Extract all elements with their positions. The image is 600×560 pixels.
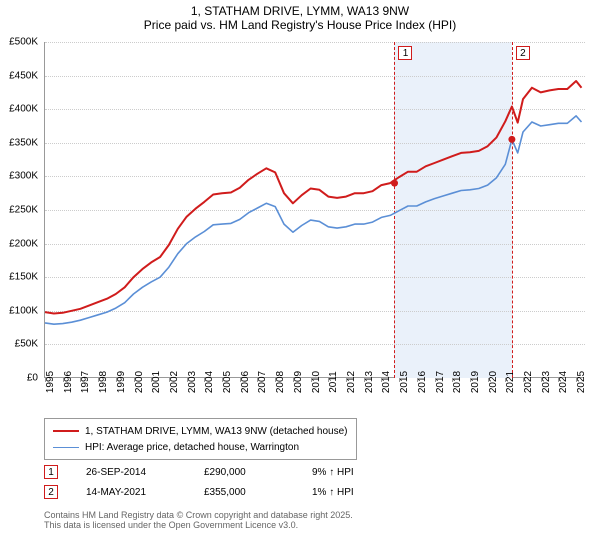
transaction-delta: 9% ↑ HPI	[312, 467, 392, 478]
marker-dot	[391, 180, 398, 187]
y-axis-label: £50K	[0, 339, 38, 350]
footer: Contains HM Land Registry data © Crown c…	[44, 510, 353, 530]
footer-line2: This data is licensed under the Open Gov…	[44, 520, 353, 530]
y-axis-label: £350K	[0, 137, 38, 148]
legend-row: 1, STATHAM DRIVE, LYMM, WA13 9NW (detach…	[53, 423, 348, 439]
y-axis-label: £200K	[0, 238, 38, 249]
y-axis-label: £300K	[0, 171, 38, 182]
legend-label: HPI: Average price, detached house, Warr…	[85, 442, 299, 453]
title-address: 1, STATHAM DRIVE, LYMM, WA13 9NW	[0, 4, 600, 18]
transaction-tag: 1	[44, 465, 58, 479]
marker-dot	[508, 136, 515, 143]
transaction-delta: 1% ↑ HPI	[312, 487, 392, 498]
title-subtitle: Price paid vs. HM Land Registry's House …	[0, 18, 600, 32]
plot-region: £0£50K£100K£150K£200K£250K£300K£350K£400…	[44, 42, 584, 378]
y-axis-label: £250K	[0, 205, 38, 216]
transactions-table: 1 26-SEP-2014 £290,000 9% ↑ HPI 2 14-MAY-2021…	[44, 462, 392, 502]
legend-label: 1, STATHAM DRIVE, LYMM, WA13 9NW (detach…	[85, 426, 348, 437]
transaction-tag: 2	[44, 485, 58, 499]
transaction-row: 2 14-MAY-2021 £355,000 1% ↑ HPI	[44, 482, 392, 502]
legend-swatch	[53, 430, 79, 432]
chart-area: £0£50K£100K£150K£200K£250K£300K£350K£400…	[44, 42, 584, 402]
transaction-date: 14-MAY-2021	[86, 487, 176, 498]
y-axis-label: £100K	[0, 305, 38, 316]
y-axis-label: £450K	[0, 70, 38, 81]
y-axis-label: £0	[0, 373, 38, 384]
transaction-price: £290,000	[204, 467, 284, 478]
y-axis-label: £500K	[0, 37, 38, 48]
series-price_paid	[45, 81, 582, 314]
title-block: 1, STATHAM DRIVE, LYMM, WA13 9NW Price p…	[0, 0, 600, 34]
legend: 1, STATHAM DRIVE, LYMM, WA13 9NW (detach…	[44, 418, 357, 460]
legend-row: HPI: Average price, detached house, Warr…	[53, 439, 348, 455]
series-hpi	[45, 116, 582, 324]
footer-line1: Contains HM Land Registry data © Crown c…	[44, 510, 353, 520]
y-axis-label: £150K	[0, 272, 38, 283]
series-svg	[45, 42, 585, 378]
chart-container: 1, STATHAM DRIVE, LYMM, WA13 9NW Price p…	[0, 0, 600, 560]
transaction-row: 1 26-SEP-2014 £290,000 9% ↑ HPI	[44, 462, 392, 482]
transaction-price: £355,000	[204, 487, 284, 498]
legend-swatch	[53, 447, 79, 448]
transaction-date: 26-SEP-2014	[86, 467, 176, 478]
y-axis-label: £400K	[0, 104, 38, 115]
